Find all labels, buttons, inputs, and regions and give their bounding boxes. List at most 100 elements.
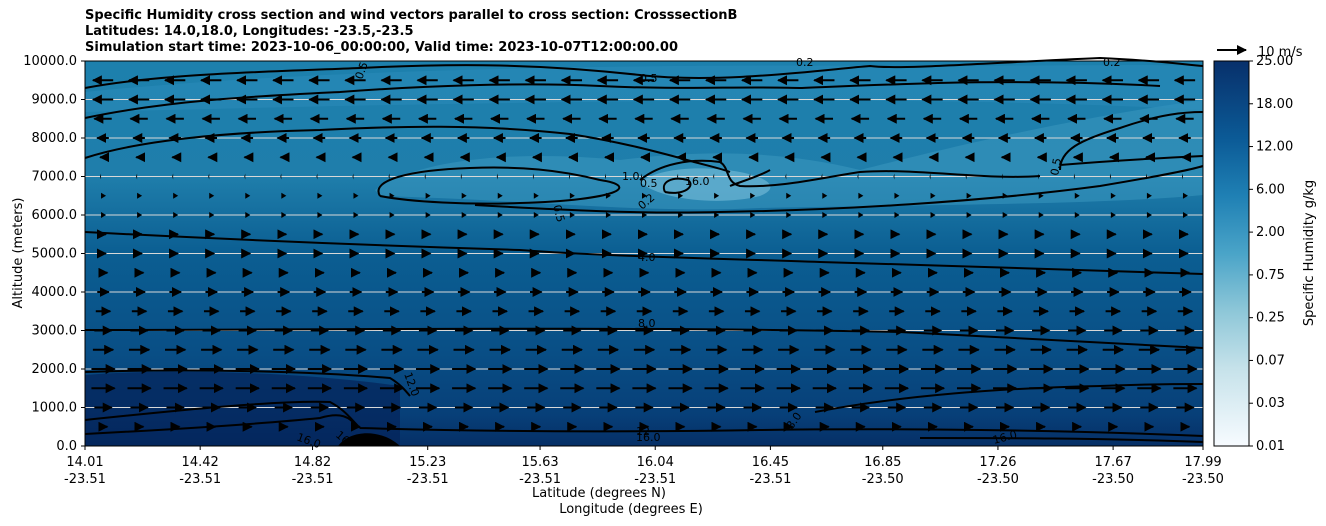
x-axis-label-line-1: Latitude (degrees N)	[532, 486, 666, 501]
colorbar-tick-label: 0.07	[1256, 353, 1285, 368]
x-ticks: 14.01 -23.51 14.42 -23.51 14.82 -23.51 15.23 -2…	[64, 446, 1224, 487]
wind-vector	[821, 173, 823, 180]
wind-vector	[929, 173, 931, 180]
x-tick-lon-label: -23.50	[1092, 472, 1134, 487]
x-tick-lon-label: -23.50	[1182, 472, 1224, 487]
contour-line	[662, 177, 692, 194]
wind-vector	[1146, 212, 1152, 218]
wind-vector	[714, 192, 720, 199]
contour-label: 16.0	[991, 428, 1018, 447]
wind-vector	[100, 173, 102, 180]
wind-vector	[894, 192, 900, 199]
contour-label: 0.2	[796, 56, 814, 69]
x-tick-lat-label: 17.26	[979, 455, 1016, 470]
wind-vector	[569, 192, 575, 199]
wind-vector	[461, 192, 467, 199]
wind-vector	[1109, 173, 1111, 180]
contour-label: 16.0	[685, 175, 710, 188]
surface-moist-layer	[85, 371, 400, 446]
wind-vector	[136, 173, 138, 180]
wind-vector	[424, 173, 426, 180]
wind-vector	[1038, 212, 1044, 218]
wind-vector	[678, 192, 684, 199]
wind-vector	[281, 192, 287, 199]
wind-vector	[605, 192, 611, 199]
x-tick-lon-label: -23.51	[749, 472, 791, 487]
wind-vector	[208, 173, 210, 180]
colorbar-tick-label: 12.00	[1256, 140, 1293, 155]
colorbar-tick-label: 0.75	[1256, 268, 1285, 283]
wind-vector	[1037, 173, 1039, 180]
quiver-key-label: 10 m/s	[1258, 45, 1303, 60]
wind-vector	[245, 212, 251, 218]
wind-vector	[172, 173, 174, 180]
colorbar	[1213, 60, 1250, 447]
colorbar-ticks: 0.01 0.03 0.07 0.25 0.75 2.00 6.00 12.00 18.00 25…	[1249, 54, 1293, 454]
wind-vector	[966, 212, 972, 218]
wind-vector	[245, 192, 251, 199]
terrain-bump	[338, 433, 400, 446]
wind-vector	[930, 192, 936, 199]
wind-vector	[101, 192, 107, 199]
wind-vector	[1002, 212, 1008, 218]
colorbar-tick-label: 0.01	[1256, 439, 1285, 454]
wind-vector	[641, 173, 642, 180]
wind-vector	[173, 212, 179, 218]
y-tick-label: 10000.0	[23, 54, 77, 69]
wind-vector	[497, 192, 503, 199]
contour-label: 0.5	[640, 72, 658, 85]
wind-vector	[388, 173, 390, 180]
x-tick-lon-label: -23.51	[519, 472, 561, 487]
colorbar-tick-label: 25.00	[1256, 54, 1293, 69]
wind-vector	[1145, 173, 1147, 180]
contour-label: 0.5	[1048, 157, 1064, 176]
contour-line	[474, 165, 1204, 214]
contour-label: 0.5	[353, 60, 371, 81]
x-tick-lat-label: 14.01	[66, 455, 103, 470]
wind-vector	[353, 192, 359, 199]
wind-vector	[353, 212, 359, 218]
wind-vector	[425, 192, 431, 199]
x-tick-lat-label: 14.82	[294, 455, 331, 470]
dry-layer-shading	[375, 100, 1203, 210]
wind-vector	[209, 192, 215, 199]
wind-vector	[822, 212, 828, 218]
y-tick-label: 0.0	[56, 439, 77, 454]
wind-vector	[605, 212, 611, 218]
wind-vector	[497, 212, 503, 218]
wind-vector	[389, 192, 395, 199]
wind-vector	[1038, 192, 1044, 199]
wind-vector	[714, 212, 720, 218]
x-axis-label-line-2: Longitude (degrees E)	[559, 502, 703, 517]
wind-vector	[317, 192, 323, 199]
wind-vector	[1110, 192, 1116, 199]
wind-vector	[822, 192, 828, 199]
x-tick-lon-label: -23.50	[977, 472, 1019, 487]
wind-vector	[930, 212, 936, 218]
wind-vector	[786, 212, 792, 218]
wind-vector	[568, 173, 570, 180]
contour-line	[919, 437, 1204, 443]
wind-vector	[785, 173, 787, 180]
colorbar-tick-label: 6.00	[1256, 182, 1285, 197]
wind-vector	[677, 173, 679, 180]
x-tick-lon-label: -23.51	[634, 472, 676, 487]
wind-vector	[1074, 192, 1080, 199]
wind-vector	[533, 212, 539, 218]
wind-vector	[460, 173, 462, 180]
contour-line	[84, 414, 359, 435]
wind-vector	[1002, 192, 1008, 199]
wind-vector	[678, 212, 684, 218]
x-tick-lat-label: 17.99	[1184, 455, 1221, 470]
title-line-1: Specific Humidity cross section and wind…	[85, 8, 738, 23]
wind-vector	[496, 173, 498, 180]
contour-label: 8.0	[638, 317, 656, 330]
y-axis-label: Altitude (meters)	[11, 198, 26, 309]
y-tick-label: 3000.0	[32, 324, 78, 339]
contour-line	[814, 383, 1204, 413]
y-tick-label: 4000.0	[32, 285, 78, 300]
wind-vector	[101, 212, 107, 218]
wind-vector	[1146, 192, 1152, 199]
x-tick-lon-label: -23.50	[862, 472, 904, 487]
